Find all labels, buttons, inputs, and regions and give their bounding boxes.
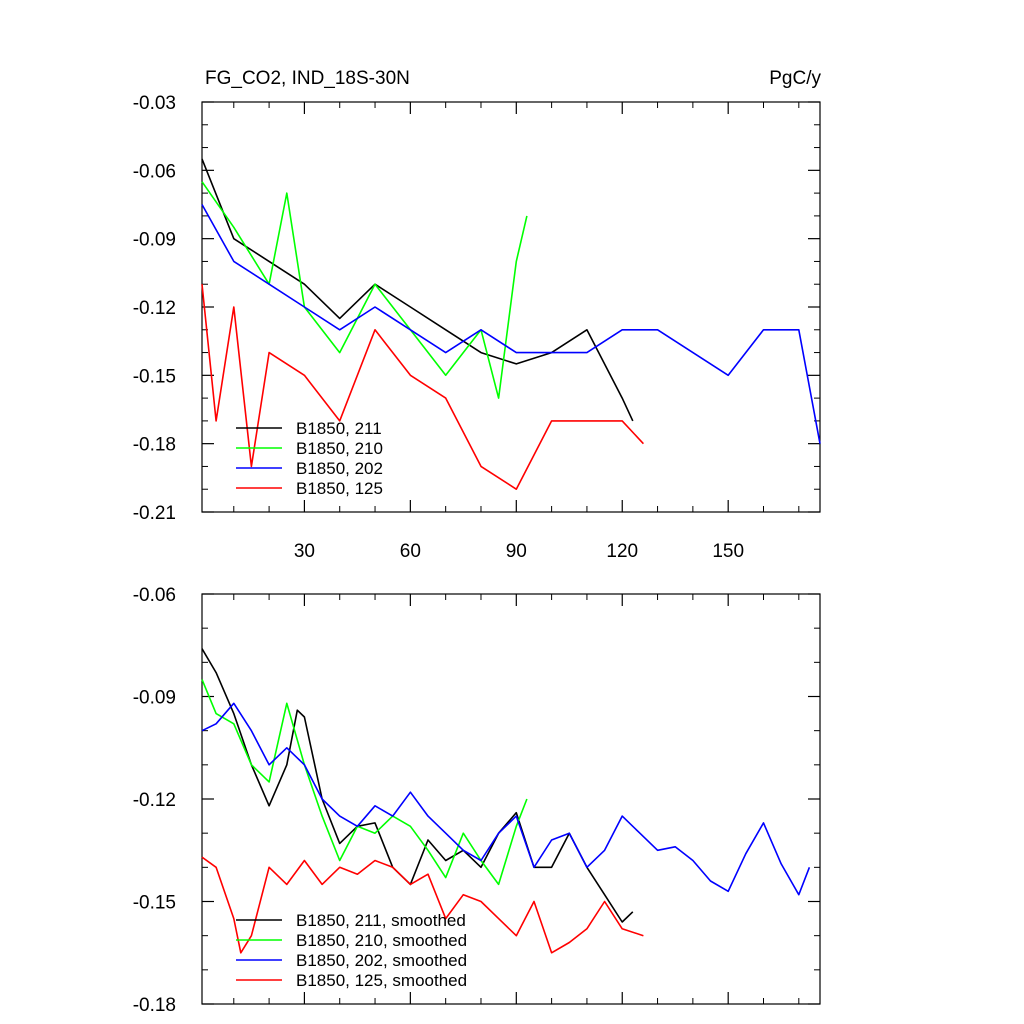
y-tick-label: -0.12 <box>133 790 176 811</box>
x-tick-label: 90 <box>506 541 527 562</box>
top-panel: FG_CO2, IND_18S-30N PgC/y -0.03 -0.06 -0.0… <box>133 68 822 562</box>
chart-title: FG_CO2, IND_18S-30N <box>205 68 410 89</box>
y-tick-label: -0.12 <box>133 298 176 319</box>
y-tick-label: -0.15 <box>133 366 176 387</box>
legend-label-0: B1850, 211 <box>296 419 382 438</box>
legend-label-3: B1850, 125, smoothed <box>296 971 467 990</box>
legend-label-3: B1850, 125 <box>296 479 383 498</box>
series-line-2 <box>201 702 811 896</box>
legend-label-1: B1850, 210, smoothed <box>296 931 467 950</box>
y-tick-label: -0.18 <box>133 995 176 1016</box>
series-line-3 <box>201 856 644 954</box>
legend-label-2: B1850, 202 <box>296 459 383 478</box>
y-tick-label: -0.03 <box>133 93 176 114</box>
bottom-panel: -0.06 -0.09 -0.12 -0.15 -0.18 B1850, 211, smo… <box>133 585 821 1016</box>
series-line-1 <box>201 679 528 886</box>
y-tick-label: -0.09 <box>133 688 176 709</box>
y-tick-label: -0.18 <box>133 435 176 456</box>
plot-frame <box>201 593 821 1005</box>
x-tick-label: 150 <box>712 541 744 562</box>
series-line-1 <box>201 181 528 399</box>
y-tick-label: -0.15 <box>133 893 176 914</box>
legend-label-2: B1850, 202, smoothed <box>296 951 467 970</box>
legend-label-1: B1850, 210 <box>296 439 383 458</box>
y-tick-label: -0.06 <box>133 161 176 182</box>
x-tick-label: 60 <box>400 541 421 562</box>
legend-label-0: B1850, 211, smoothed <box>296 911 466 930</box>
y-tick-label: -0.09 <box>133 230 176 251</box>
units-label: PgC/y <box>769 68 821 89</box>
series-line-0 <box>201 158 634 422</box>
y-tick-label: -0.21 <box>133 503 176 524</box>
series-line-3 <box>201 284 644 491</box>
series-line-2 <box>201 204 821 444</box>
x-tick-label: 120 <box>606 541 638 562</box>
y-tick-label: -0.06 <box>133 585 176 606</box>
x-tick-label: 30 <box>294 541 315 562</box>
